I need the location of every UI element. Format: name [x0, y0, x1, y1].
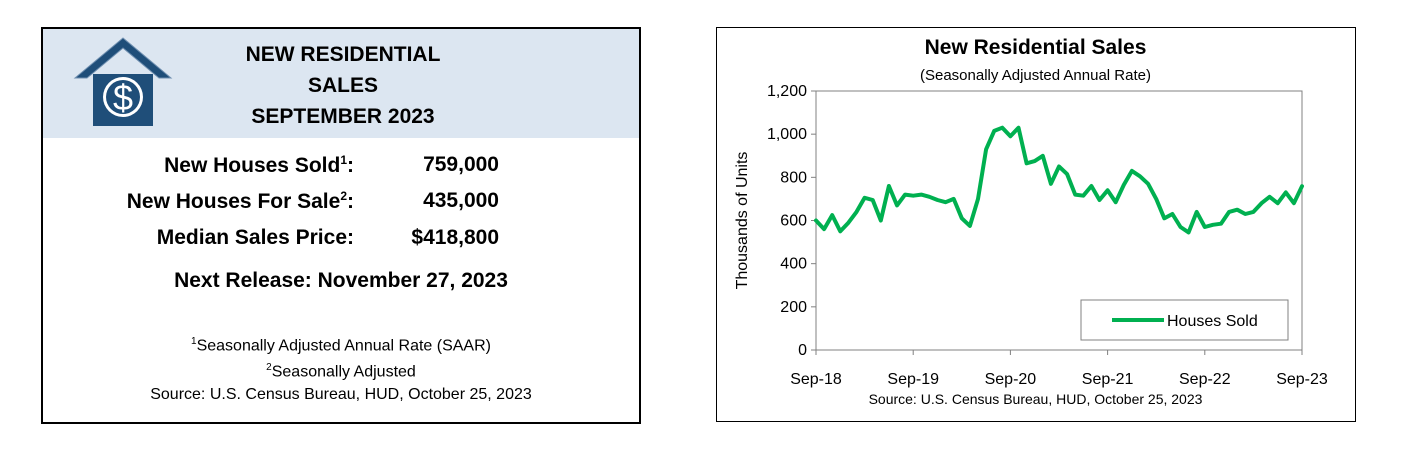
summary-header: $ NEW RESIDENTIAL SALES SEPTEMBER 2023 [43, 29, 639, 138]
stat-label: New Houses For Sale2: [126, 189, 354, 213]
summary-title-line: SALES [307, 74, 378, 97]
y-tick-label: 800 [780, 169, 807, 186]
stat-value: 759,000 [423, 153, 499, 176]
y-tick-label: 400 [780, 256, 807, 273]
chart-plot: 0 200 400 600 800 1,000 1,200 Sep-18 Sep-19 Sep-2… [734, 83, 1328, 388]
x-tick-label: Sep-23 [1276, 371, 1328, 388]
legend-label: Houses Sold [1167, 313, 1258, 330]
logo-glyph: $ [113, 77, 133, 118]
x-tick-label: Sep-20 [985, 371, 1037, 388]
summary-title-line: SEPTEMBER 2023 [251, 105, 435, 128]
y-tick-label: 200 [780, 299, 807, 316]
stat-label: Median Sales Price: [156, 226, 354, 249]
chart-source: Source: U.S. Census Bureau, HUD, October… [868, 391, 1203, 407]
x-tick-label: Sep-22 [1179, 371, 1231, 388]
y-tick-label: 1,000 [767, 126, 807, 143]
next-release: Next Release: November 27, 2023 [174, 269, 508, 292]
summary-title: NEW RESIDENTIAL SALES SEPTEMBER 2023 [193, 39, 493, 132]
chart-title: New Residential Sales [924, 36, 1147, 59]
stat-row-houses-for-sale: New Houses For Sale2: 435,000 [43, 189, 639, 225]
stat-row-houses-sold: New Houses Sold1: 759,000 [43, 153, 639, 189]
y-tick-label: 600 [780, 213, 807, 230]
stat-value: $418,800 [411, 226, 499, 249]
house-dollar-icon: $ [73, 37, 173, 126]
stat-row-median-price: Median Sales Price: $418,800 [43, 226, 639, 262]
chart-panel: New Residential Sales (Seasonally Adjust… [716, 27, 1356, 422]
chart-subtitle: (Seasonally Adjusted Annual Rate) [920, 67, 1151, 84]
y-axis-label: Thousands of Units [734, 152, 751, 290]
footnote: 1Seasonally Adjusted Annual Rate (SAAR) [191, 336, 491, 355]
x-tick-label: Sep-21 [1082, 371, 1134, 388]
x-tick-label: Sep-19 [887, 371, 939, 388]
summary-panel: $ NEW RESIDENTIAL SALES SEPTEMBER 2023 N… [41, 27, 641, 424]
footnote-source: Source: U.S. Census Bureau, HUD, October… [150, 385, 532, 403]
y-tick-label: 0 [798, 342, 807, 359]
stat-value: 435,000 [423, 189, 499, 212]
stat-label: New Houses Sold1: [164, 153, 354, 177]
summary-title-line: NEW RESIDENTIAL [245, 43, 441, 66]
footnote: 2Seasonally Adjusted [266, 362, 416, 381]
y-tick-label: 1,200 [767, 83, 807, 100]
x-tick-label: Sep-18 [790, 371, 842, 388]
series-line-houses-sold [814, 125, 1304, 235]
footnotes: 1Seasonally Adjusted Annual Rate (SAAR) … [43, 331, 639, 406]
